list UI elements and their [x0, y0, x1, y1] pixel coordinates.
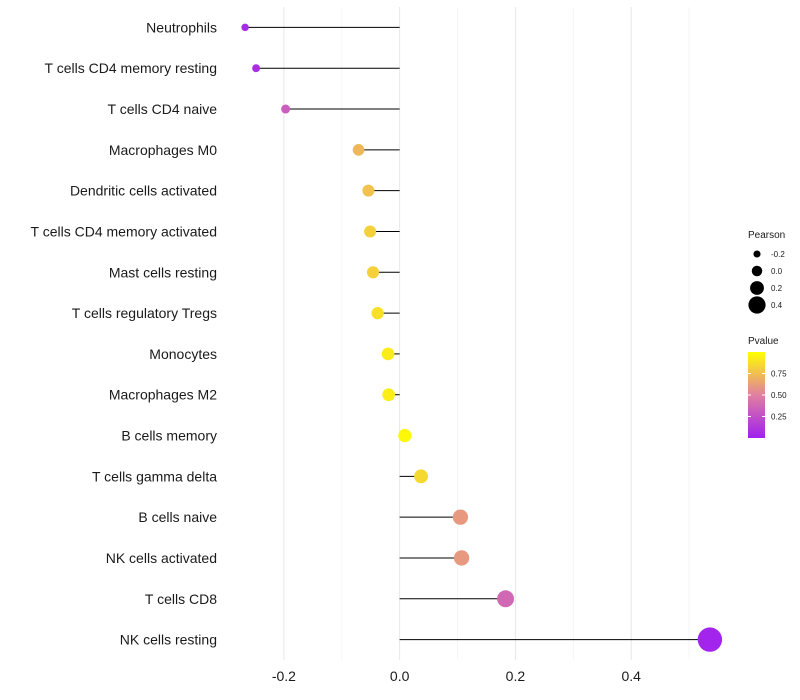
point-9 — [382, 388, 395, 402]
category-label: B cells memory — [121, 428, 217, 444]
color-legend-bar — [748, 352, 765, 438]
size-legend-key — [750, 281, 764, 295]
point-11 — [414, 469, 429, 484]
size-legend-key — [748, 296, 766, 314]
category-label: T cells gamma delta — [92, 468, 217, 484]
point-14 — [497, 590, 515, 608]
category-label: B cells naive — [138, 509, 217, 525]
point-15 — [697, 627, 723, 652]
category-label: Monocytes — [149, 346, 217, 362]
x-tick-label: 0.4 — [621, 668, 641, 684]
color-legend-title: Pvalue — [748, 336, 779, 347]
color-legend-label: 0.50 — [771, 391, 787, 400]
category-label: Macrophages M0 — [109, 142, 217, 158]
category-label: NK cells activated — [106, 550, 217, 566]
category-label: T cells CD4 memory resting — [45, 60, 217, 76]
category-label: T cells CD4 memory activated — [31, 223, 217, 239]
category-label: NK cells resting — [120, 632, 217, 648]
category-label: T cells regulatory Tregs — [72, 305, 217, 321]
category-label: Dendritic cells activated — [70, 183, 217, 199]
category-labels: Neutrophils T cells CD4 memory resting T c… — [31, 19, 218, 647]
category-label: Neutrophils — [146, 19, 217, 35]
point-12 — [452, 509, 469, 525]
size-legend-title: Pearson — [748, 230, 785, 241]
color-legend-label: 0.25 — [771, 413, 787, 422]
point-1 — [252, 64, 261, 73]
point-3 — [352, 144, 365, 156]
category-label: T cells CD8 — [145, 591, 217, 607]
size-legend-label: -0.2 — [771, 250, 785, 259]
legend: Pearson -0.2 0.0 0.2 0.4 Pvalue 0.25 0.50 0.75 — [748, 230, 787, 438]
point-4 — [362, 184, 375, 197]
x-axis-ticks: -0.2 0.0 0.2 0.4 — [272, 668, 641, 684]
point-7 — [371, 306, 384, 320]
point-8 — [381, 347, 395, 361]
category-label: T cells CD4 naive — [108, 101, 218, 117]
size-legend-label: 0.4 — [771, 301, 783, 310]
color-legend-label: 0.75 — [771, 370, 787, 379]
point-13 — [453, 550, 470, 566]
size-legend-key — [753, 250, 761, 258]
x-tick-label: 0.0 — [390, 668, 410, 684]
plot-marks — [241, 23, 723, 652]
category-label: Mast cells resting — [109, 264, 217, 280]
size-legend-label: 0.2 — [771, 284, 783, 293]
point-0 — [241, 23, 249, 32]
x-tick-label: -0.2 — [272, 668, 296, 684]
point-6 — [366, 266, 380, 279]
grid — [283, 7, 690, 660]
category-label: Macrophages M2 — [109, 387, 217, 403]
size-legend-label: 0.0 — [771, 267, 783, 276]
size-legend-key — [751, 265, 763, 277]
x-tick-label: 0.2 — [506, 668, 526, 684]
point-5 — [364, 225, 377, 238]
point-10 — [398, 428, 412, 443]
point-2 — [281, 104, 291, 114]
